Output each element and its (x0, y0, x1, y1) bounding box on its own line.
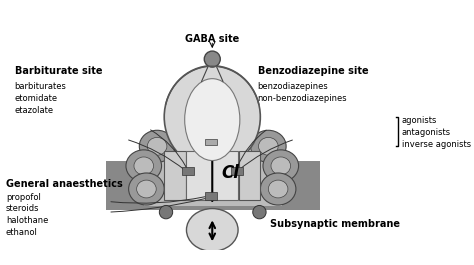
Ellipse shape (251, 130, 286, 162)
Ellipse shape (268, 180, 288, 198)
Bar (205, 192, 217, 200)
Text: Cl: Cl (221, 164, 239, 182)
Ellipse shape (137, 180, 156, 198)
Text: Barbiturate site: Barbiturate site (15, 66, 102, 76)
Ellipse shape (185, 79, 240, 161)
Ellipse shape (260, 173, 296, 205)
Bar (186, 151, 238, 200)
Ellipse shape (139, 130, 175, 162)
Ellipse shape (204, 51, 220, 67)
Ellipse shape (134, 157, 154, 175)
Ellipse shape (186, 209, 238, 251)
Bar (144, 161, 282, 206)
Text: GABA site: GABA site (185, 34, 239, 44)
Text: Subsynaptic membrane: Subsynaptic membrane (270, 219, 400, 229)
Text: Benzodiazepine site: Benzodiazepine site (258, 66, 368, 76)
Text: General anaesthetics: General anaesthetics (6, 179, 123, 189)
Bar (164, 151, 186, 200)
Text: barbiturates
etomidate
etazolate: barbiturates etomidate etazolate (15, 82, 67, 115)
Ellipse shape (258, 137, 278, 155)
Ellipse shape (159, 205, 173, 219)
Text: benzodiazepines
non-benzodiazepines: benzodiazepines non-benzodiazepines (258, 82, 347, 103)
Bar (182, 167, 193, 175)
Bar (205, 139, 217, 145)
Ellipse shape (147, 137, 167, 155)
Ellipse shape (128, 173, 164, 205)
Bar (231, 167, 243, 175)
Text: propofol
steroids
halothane
ethanol: propofol steroids halothane ethanol (6, 193, 48, 237)
Ellipse shape (164, 66, 260, 168)
Bar (239, 151, 260, 200)
Text: agonists
antagonists
inverse agonists: agonists antagonists inverse agonists (402, 116, 471, 149)
Bar (106, 161, 320, 210)
Ellipse shape (253, 205, 266, 219)
Ellipse shape (263, 150, 299, 182)
Ellipse shape (126, 150, 162, 182)
Ellipse shape (271, 157, 291, 175)
